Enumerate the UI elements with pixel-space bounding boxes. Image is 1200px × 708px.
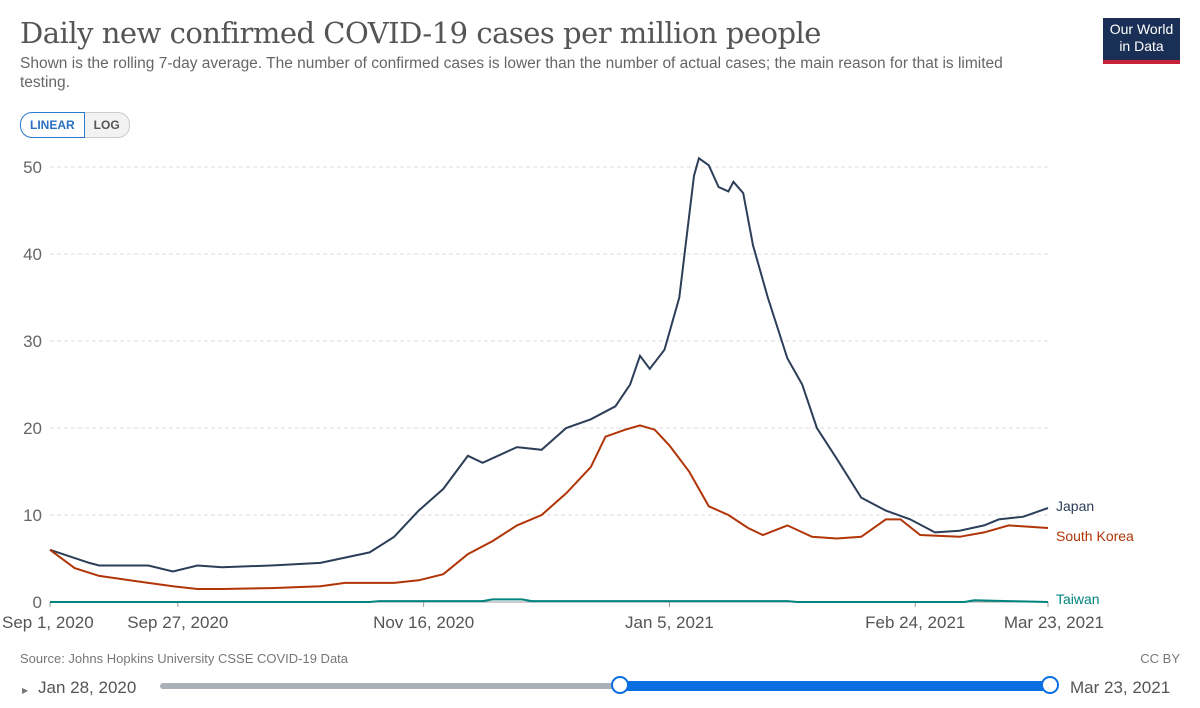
y-tick-label: 10: [23, 506, 42, 525]
source-note[interactable]: Source: Johns Hopkins University CSSE CO…: [20, 651, 349, 666]
chart-subtitle: Shown is the rolling 7-day average. The …: [20, 55, 1003, 91]
timeline-start-label: Jan 28, 2020: [38, 678, 137, 697]
owid-logo[interactable]: Our World in Data: [1103, 18, 1180, 64]
license-link[interactable]: CC BY: [1140, 651, 1180, 666]
legend-label: Taiwan: [1056, 591, 1100, 607]
y-tick-label: 20: [23, 419, 42, 438]
linear-button[interactable]: LINEAR: [20, 112, 85, 138]
timeline-selected-range: [620, 681, 1050, 691]
x-tick-label: Sep 27, 2020: [127, 613, 228, 632]
timeline-end-handle[interactable]: [1041, 676, 1059, 694]
timeline-end-label: Mar 23, 2021: [1070, 678, 1171, 697]
play-icon[interactable]: ▶: [22, 686, 29, 695]
x-tick-label: Mar 23, 2021: [1004, 613, 1104, 632]
y-tick-label: 0: [33, 593, 42, 612]
timeline-track[interactable]: [160, 683, 1050, 689]
y-tick-label: 40: [23, 245, 42, 264]
scale-toggle: LINEAR LOG: [20, 112, 130, 138]
y-tick-label: 30: [23, 332, 42, 351]
series-line-taiwan: [50, 598, 1049, 603]
x-tick-label: Sep 1, 2020: [2, 613, 94, 632]
timeline-start-handle[interactable]: [611, 676, 630, 694]
x-tick-label: Jan 5, 2021: [625, 613, 714, 632]
legend-label: Japan: [1056, 498, 1094, 514]
legend-label: South Korea: [1056, 528, 1134, 544]
log-button[interactable]: LOG: [84, 112, 130, 138]
line-chart: 0 10 20 30 40 50 Sep 1, 2020 Sep 27, 2020 Nov 16…: [2, 156, 1134, 632]
chart-title: Daily new confirmed COVID-19 cases per m…: [20, 16, 821, 50]
series-line-japan: [49, 156, 1049, 573]
x-tick-label: Feb 24, 2021: [865, 613, 965, 632]
y-tick-label: 50: [23, 158, 42, 177]
series-line-south-korea: [49, 424, 1049, 590]
x-tick-label: Nov 16, 2020: [373, 613, 474, 632]
